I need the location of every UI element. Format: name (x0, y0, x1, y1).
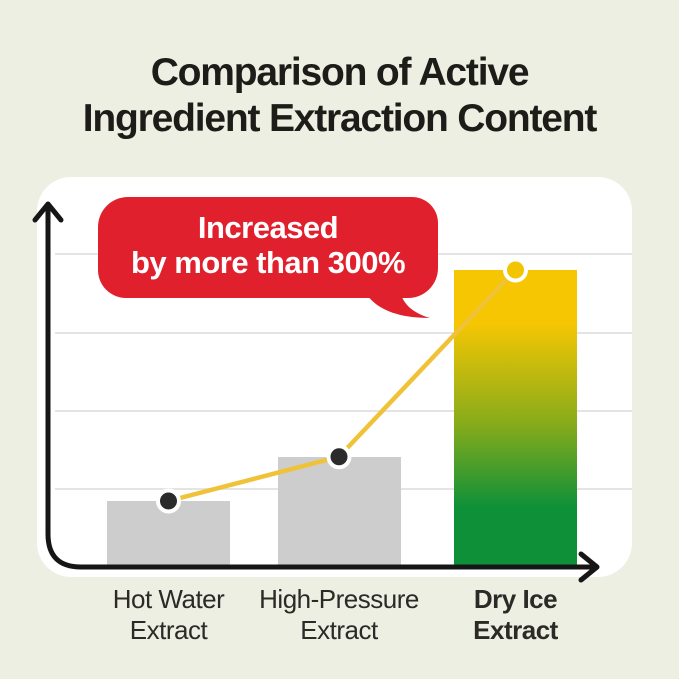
x-label-hot-water: Hot Water Extract (59, 584, 279, 646)
page-title: Comparison of Active Ingredient Extracti… (0, 50, 679, 142)
x-label-line: Extract (473, 615, 558, 645)
page-title-line1: Comparison of Active (150, 51, 530, 94)
x-label-line: High-Pressure (259, 584, 419, 614)
x-label-line: Dry Ice (473, 584, 558, 614)
speech-bubble: Increased by more than 300% (98, 197, 438, 298)
bar-dry-ice-extract (454, 270, 577, 567)
annotation-line2: by more than 300% (130, 245, 406, 280)
x-label-dry-ice: Dry Ice Extract (406, 584, 626, 646)
x-label-line: Hot Water (112, 584, 225, 614)
page-title-line2: Ingredient Extraction Content (82, 97, 598, 140)
annotation-line1: Increased (197, 210, 339, 245)
bar-high-pressure-extract (277, 456, 401, 567)
x-label-high-pressure: High-Pressure Extract (229, 584, 449, 646)
x-label-line: Extract (300, 615, 378, 645)
bar-hot-water-extract (107, 501, 230, 567)
x-label-line: Extract (129, 615, 208, 645)
speech-bubble-tail (365, 290, 430, 318)
